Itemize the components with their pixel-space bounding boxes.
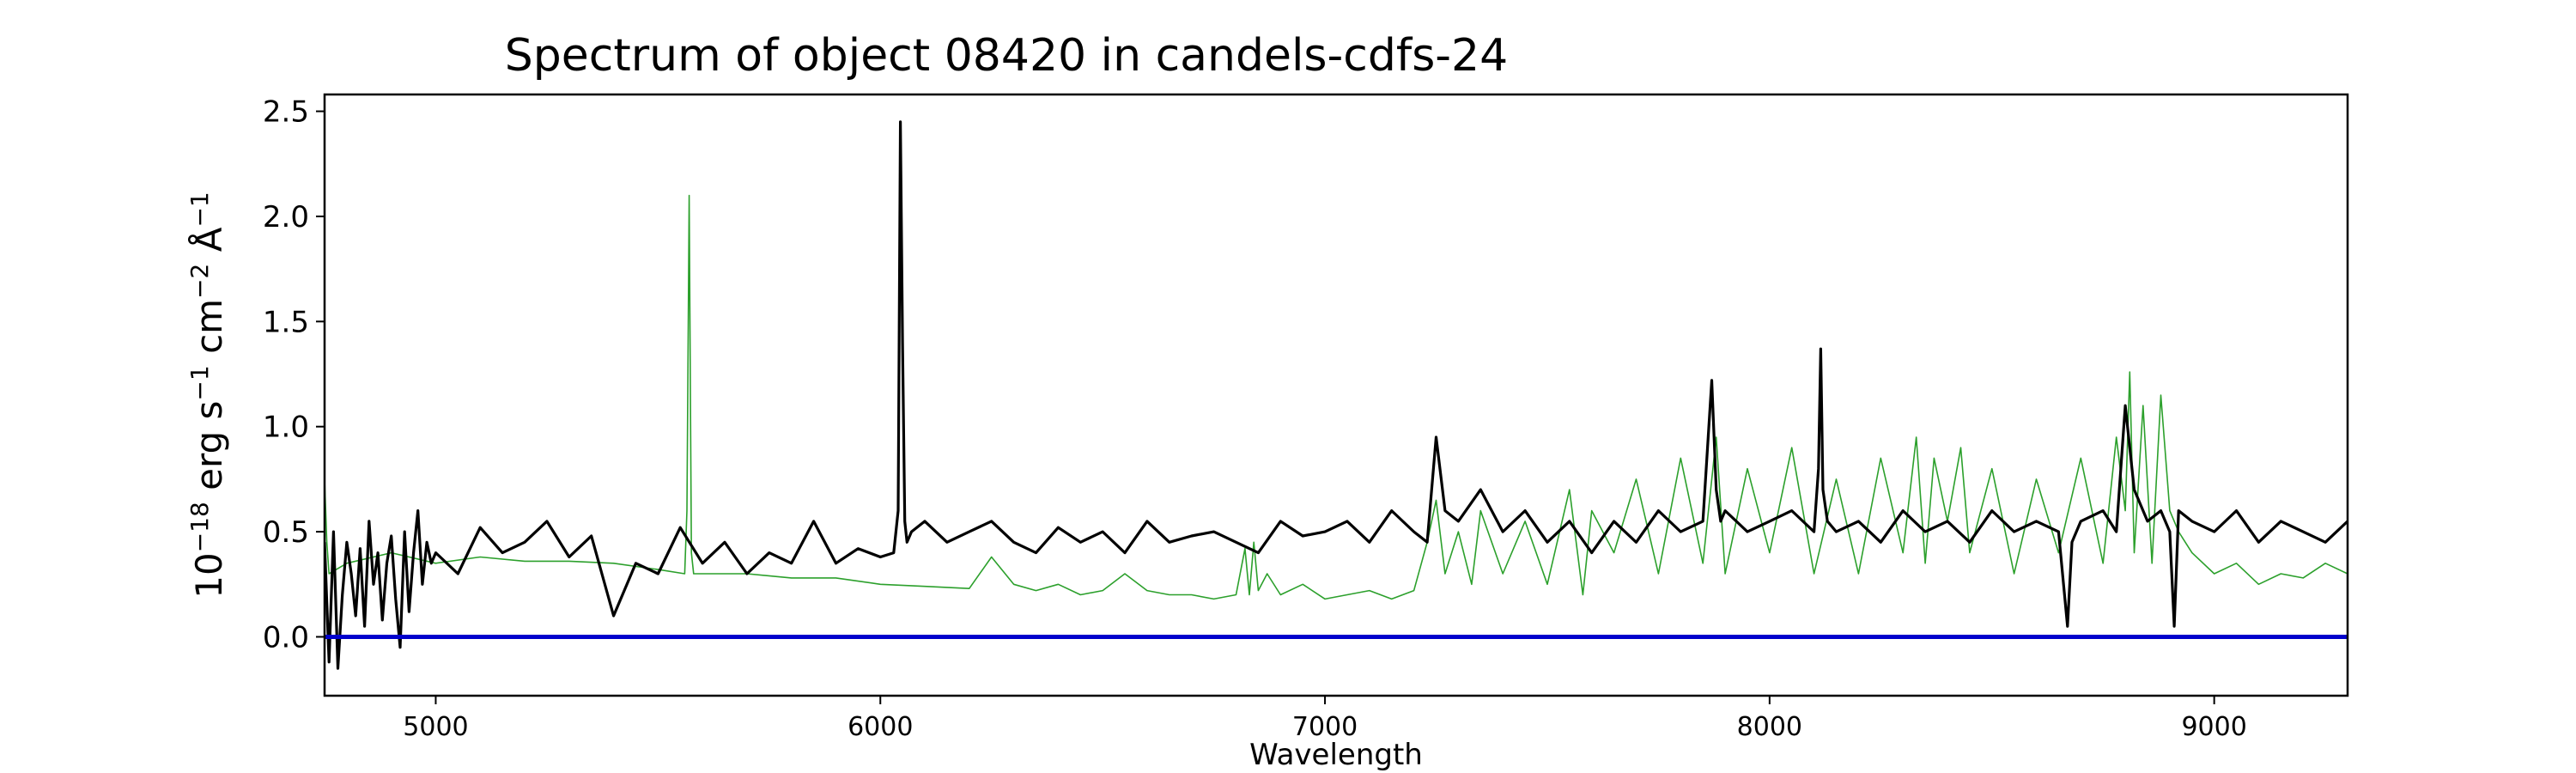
- x-axis-ticks: 5000 6000 7000 8000 9000: [403, 696, 2247, 742]
- y-axis-label: 10−18 erg s−1 cm−2 Å−1: [185, 192, 231, 598]
- axes-frame: [323, 93, 2349, 697]
- y-tick-label: 2.5: [263, 95, 309, 130]
- y-tick-label: 1.0: [263, 411, 309, 445]
- x-tick-label: 6000: [848, 712, 913, 742]
- y-axis-ticks: 0.0 0.5 1.0 1.5 2.0 2.5: [263, 95, 325, 654]
- y-tick-label: 0.5: [263, 515, 309, 550]
- x-tick-label: 9000: [2181, 712, 2246, 742]
- observed-spectrum-line: [325, 120, 2348, 670]
- y-tick-label: 1.5: [263, 305, 309, 339]
- plot-area: [325, 120, 2348, 670]
- x-tick-label: 8000: [1737, 712, 1802, 742]
- chart-title: Spectrum of object 08420 in candels-cdfs…: [505, 30, 1508, 82]
- y-tick-label: 2.0: [263, 200, 309, 234]
- y-tick-label: 0.0: [263, 620, 309, 654]
- model-spectrum-line: [325, 194, 2348, 600]
- x-tick-label: 5000: [403, 712, 468, 742]
- x-tick-label: 7000: [1292, 712, 1358, 742]
- x-axis-label: Wavelength: [1249, 738, 1423, 772]
